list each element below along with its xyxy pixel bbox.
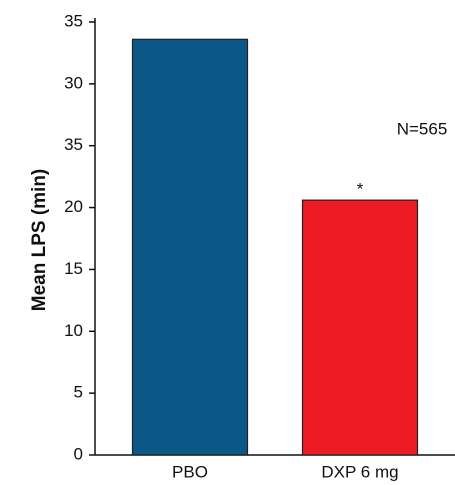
y-axis-label: Mean LPS (min)	[29, 169, 50, 312]
y-tick-label: 5	[74, 383, 83, 402]
bar	[301, 199, 419, 456]
y-tick-label: 35	[64, 135, 83, 154]
x-tick-label: PBO	[172, 462, 208, 481]
annotation: N=565	[397, 119, 448, 138]
y-tick-label: 30	[64, 73, 83, 92]
y-tick-label: 35	[64, 11, 83, 30]
annotation: *	[357, 180, 364, 199]
y-tick-label: 0	[74, 444, 83, 463]
x-tick-label: DXP 6 mg	[321, 462, 398, 481]
bar	[131, 38, 249, 456]
y-tick-label: 20	[64, 197, 83, 216]
y-tick-label: 15	[64, 259, 83, 278]
y-tick-label: 10	[64, 321, 83, 340]
